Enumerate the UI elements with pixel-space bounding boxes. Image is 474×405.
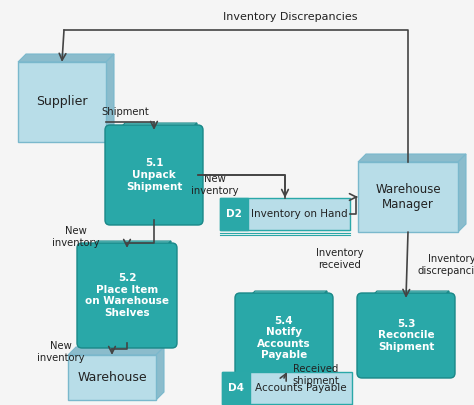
FancyBboxPatch shape bbox=[235, 293, 333, 383]
Text: 5.1
Unpack
Shipment: 5.1 Unpack Shipment bbox=[126, 158, 182, 192]
Text: Inventory
discrepancies: Inventory discrepancies bbox=[418, 254, 474, 276]
Text: Accounts Payable: Accounts Payable bbox=[255, 383, 347, 393]
Text: 5.4
Notify
Accounts
Payable: 5.4 Notify Accounts Payable bbox=[257, 315, 311, 360]
Text: Shipment: Shipment bbox=[101, 107, 149, 117]
Bar bbox=[358, 162, 458, 232]
Text: Inventory on Hand: Inventory on Hand bbox=[251, 209, 347, 219]
Bar bbox=[220, 198, 248, 230]
Bar bbox=[222, 372, 250, 404]
Bar bbox=[222, 372, 352, 404]
Polygon shape bbox=[458, 154, 466, 232]
Text: D4: D4 bbox=[228, 383, 244, 393]
Text: Inventory Discrepancies: Inventory Discrepancies bbox=[223, 12, 357, 22]
Text: Warehouse: Warehouse bbox=[77, 371, 147, 384]
Text: Supplier: Supplier bbox=[36, 96, 88, 109]
FancyBboxPatch shape bbox=[105, 125, 203, 225]
Bar bbox=[220, 198, 350, 230]
Text: 5.3
Reconcile
Shipment: 5.3 Reconcile Shipment bbox=[378, 319, 434, 352]
Polygon shape bbox=[90, 241, 171, 248]
Polygon shape bbox=[358, 154, 466, 162]
Polygon shape bbox=[442, 291, 449, 365]
Polygon shape bbox=[118, 123, 197, 130]
Polygon shape bbox=[68, 347, 164, 355]
Text: New
inventory: New inventory bbox=[53, 226, 100, 248]
Text: D2: D2 bbox=[226, 209, 242, 219]
Text: Received
shipment: Received shipment bbox=[292, 364, 339, 386]
Text: New
inventory: New inventory bbox=[191, 174, 239, 196]
FancyBboxPatch shape bbox=[77, 243, 177, 348]
Polygon shape bbox=[248, 291, 327, 298]
Polygon shape bbox=[156, 347, 164, 400]
Text: New
inventory: New inventory bbox=[37, 341, 85, 363]
Bar bbox=[68, 355, 156, 400]
Polygon shape bbox=[320, 291, 327, 370]
Bar bbox=[18, 62, 106, 142]
Polygon shape bbox=[190, 123, 197, 212]
Text: 5.2
Place Item
on Warehouse
Shelves: 5.2 Place Item on Warehouse Shelves bbox=[85, 273, 169, 318]
Polygon shape bbox=[370, 291, 449, 298]
Text: Warehouse
Manager: Warehouse Manager bbox=[375, 183, 441, 211]
FancyBboxPatch shape bbox=[357, 293, 455, 378]
Polygon shape bbox=[106, 54, 114, 142]
Polygon shape bbox=[18, 54, 114, 62]
Text: Inventory
received: Inventory received bbox=[316, 248, 364, 270]
Polygon shape bbox=[164, 241, 171, 335]
